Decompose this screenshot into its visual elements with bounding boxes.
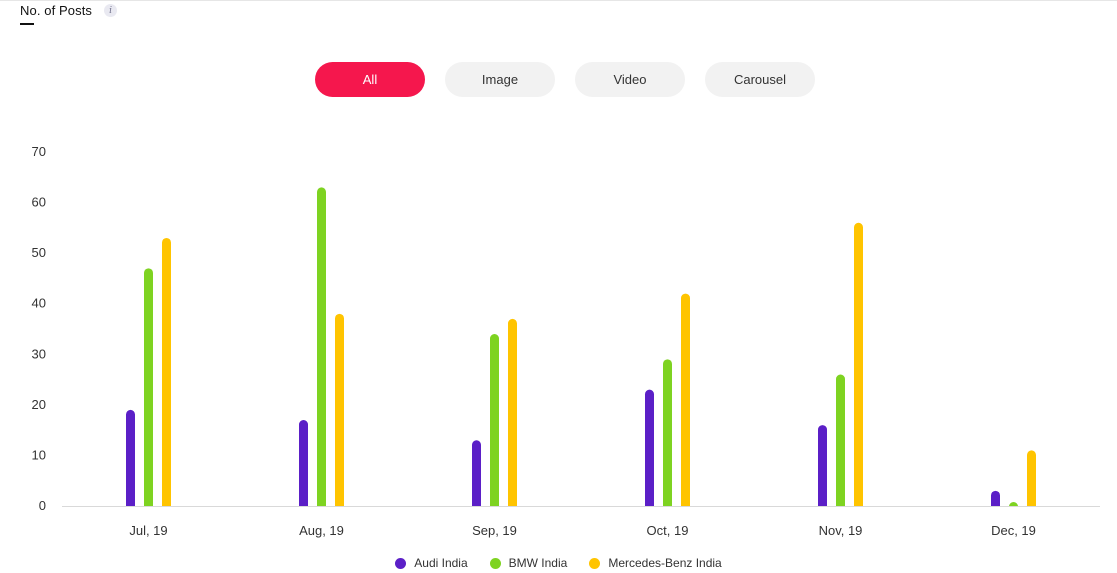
- y-tick-label: 10: [32, 447, 46, 462]
- bar-audi-india-2: [472, 440, 481, 506]
- x-tick-label: Aug, 19: [299, 523, 344, 538]
- x-tick-label: Nov, 19: [819, 523, 863, 538]
- top-border: [0, 0, 1117, 1]
- info-icon[interactable]: i: [104, 4, 118, 17]
- bar-audi-india-3: [645, 389, 654, 506]
- chart-header: No. of Posts i: [20, 3, 118, 18]
- bar-bmw-india-2: [490, 334, 499, 506]
- bar-bmw-india-3: [663, 359, 672, 506]
- bar-bmw-india-1: [317, 187, 326, 506]
- bar-audi-india-5: [991, 490, 1000, 506]
- legend-label-audi: Audi India: [414, 556, 468, 570]
- tab-video[interactable]: Video: [575, 62, 685, 97]
- tab-image[interactable]: Image: [445, 62, 555, 97]
- bar-audi-india-1: [299, 420, 308, 506]
- x-tick-label: Jul, 19: [129, 523, 167, 538]
- post-type-tabs: All Image Video Carousel: [315, 62, 815, 97]
- legend-dot-audi: [395, 557, 407, 569]
- legend-label-mercedes: Mercedes-Benz India: [608, 556, 722, 570]
- bar-audi-india-0: [126, 409, 135, 506]
- bar-mercedes-benz-india-0: [162, 237, 171, 506]
- bar-bmw-india-4: [836, 374, 845, 506]
- x-tick-label: Sep, 19: [472, 523, 517, 538]
- tab-carousel[interactable]: Carousel: [705, 62, 815, 97]
- bar-mercedes-benz-india-2: [508, 318, 517, 506]
- bar-mercedes-benz-india-3: [681, 293, 690, 506]
- bar-mercedes-benz-india-5: [1027, 450, 1036, 506]
- bar-mercedes-benz-india-4: [854, 222, 863, 507]
- y-tick-label: 40: [32, 296, 46, 311]
- legend-dot-bmw: [489, 557, 501, 569]
- legend-item-audi[interactable]: Audi India: [395, 556, 468, 570]
- legend-item-bmw[interactable]: BMW India: [489, 556, 568, 570]
- legend-item-mercedes[interactable]: Mercedes-Benz India: [589, 556, 722, 570]
- y-tick-label: 70: [32, 144, 46, 159]
- x-tick-label: Oct, 19: [647, 523, 689, 538]
- legend-dot-mercedes: [589, 557, 601, 569]
- y-tick-label: 30: [32, 346, 46, 361]
- y-tick-label: 50: [32, 245, 46, 260]
- bar-mercedes-benz-india-1: [335, 313, 344, 506]
- x-tick-label: Dec, 19: [991, 523, 1036, 538]
- y-tick-label: 20: [32, 397, 46, 412]
- title-underline: [20, 23, 34, 25]
- tab-all[interactable]: All: [315, 62, 425, 97]
- bar-bmw-india-5: [1009, 502, 1018, 507]
- legend-label-bmw: BMW India: [508, 556, 568, 570]
- y-tick-label: 60: [32, 195, 46, 210]
- y-tick-label: 0: [39, 498, 46, 513]
- bar-audi-india-4: [818, 425, 827, 506]
- chart-title: No. of Posts: [20, 3, 93, 18]
- chart-legend: Audi India BMW India Mercedes-Benz India: [0, 556, 1117, 570]
- bar-bmw-india-0: [144, 268, 153, 506]
